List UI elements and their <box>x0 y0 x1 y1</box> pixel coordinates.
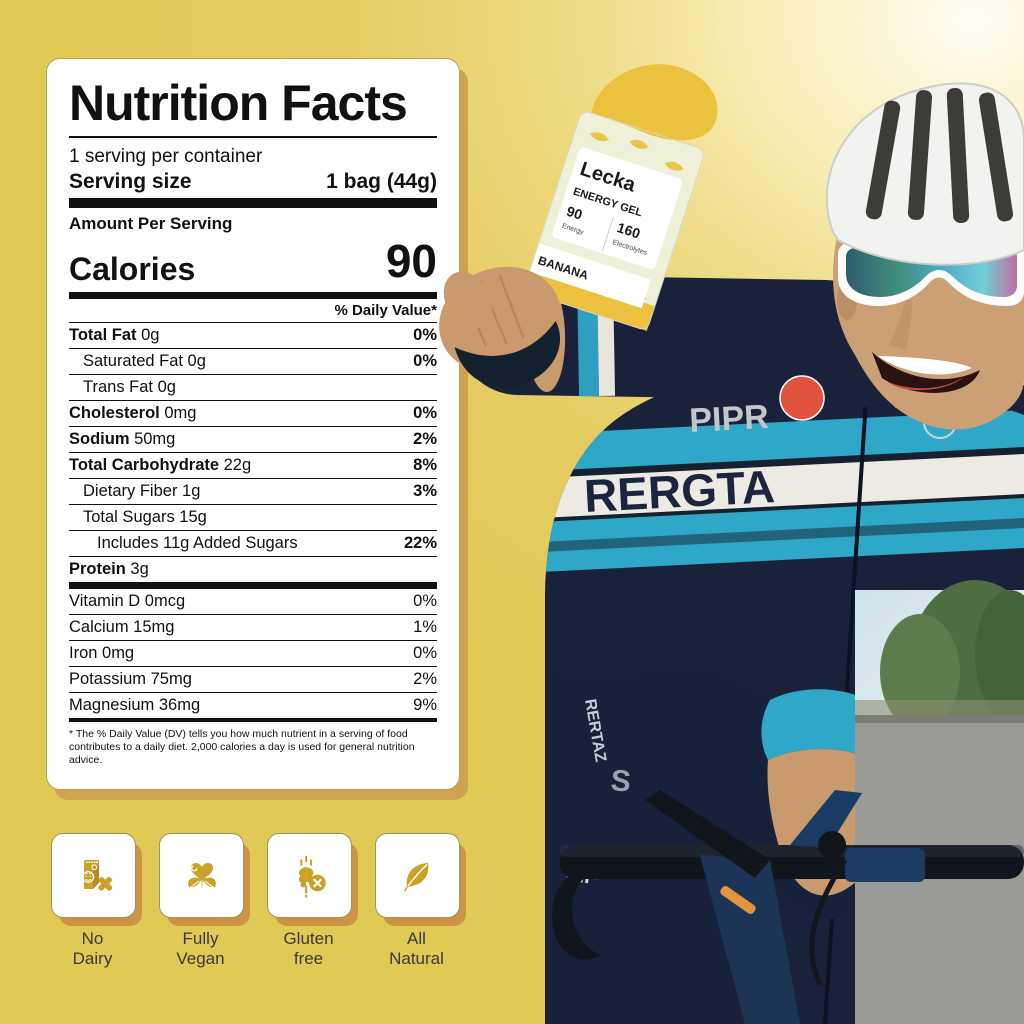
svg-text:S: S <box>609 764 632 799</box>
svg-text:PIPR: PIPR <box>688 398 769 440</box>
svg-text:RERGTA: RERGTA <box>583 460 776 522</box>
